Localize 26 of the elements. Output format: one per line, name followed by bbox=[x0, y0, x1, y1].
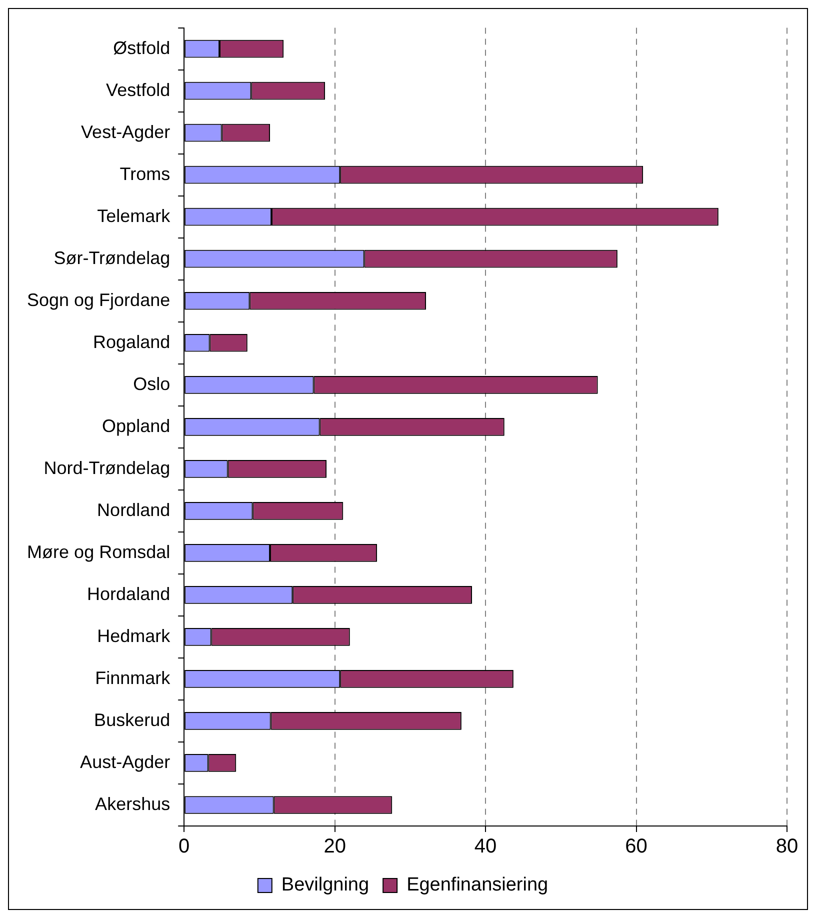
y-tick-label: Nord-Trøndelag bbox=[44, 458, 170, 478]
y-tick-label: Finnmark bbox=[95, 668, 172, 688]
y-tick-label: Hordaland bbox=[87, 584, 170, 604]
x-tick-label: 40 bbox=[474, 836, 497, 858]
x-tick-label: 20 bbox=[324, 836, 346, 858]
y-tick-label: Oslo bbox=[133, 374, 170, 394]
y-tick-label: Akershus bbox=[95, 794, 170, 814]
y-tick-label: Hedmark bbox=[97, 626, 172, 646]
x-tick-label: 60 bbox=[625, 836, 648, 858]
y-tick-label: Oppland bbox=[102, 416, 170, 436]
x-tick-label: 0 bbox=[178, 836, 190, 858]
legend-label: Bevilgning bbox=[281, 874, 370, 896]
y-tick-label: Buskerud bbox=[94, 710, 170, 730]
y-tick-label: Sogn og Fjordane bbox=[26, 290, 170, 310]
y-tick-label: Telemark bbox=[97, 206, 172, 226]
y-tick-label: Aust-Agder bbox=[80, 752, 170, 772]
x-tick-label: 80 bbox=[776, 836, 798, 858]
y-tick-label: Vest-Agder bbox=[81, 122, 170, 142]
y-tick-label: Troms bbox=[120, 164, 170, 184]
y-tick-label: Østfold bbox=[113, 38, 170, 58]
y-tick-label: Nordland bbox=[97, 500, 170, 520]
legend-label: Egenfinansiering bbox=[406, 874, 548, 896]
y-tick-label: Vestfold bbox=[106, 80, 170, 100]
y-tick-label: Rogaland bbox=[93, 332, 170, 352]
y-tick-label: Sør-Trøndelag bbox=[54, 248, 170, 268]
y-tick-label: Møre og Romsdal bbox=[27, 542, 170, 562]
